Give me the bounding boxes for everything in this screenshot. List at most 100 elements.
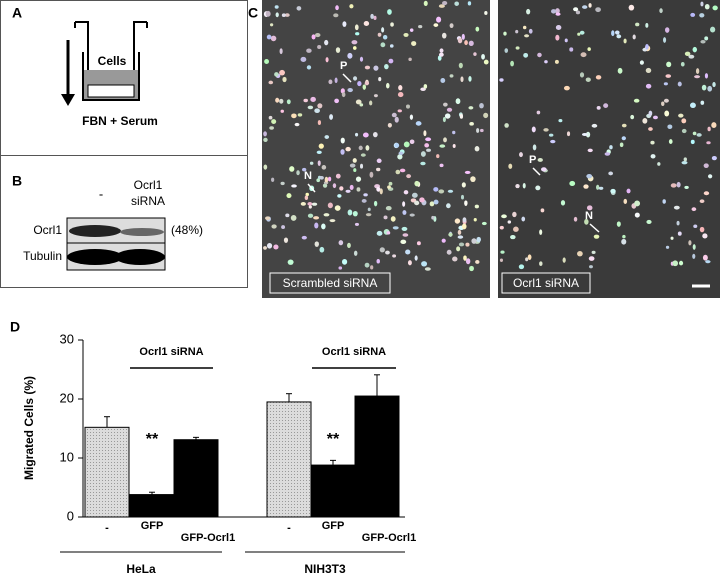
- nucleus: [341, 258, 348, 265]
- nucleus: [334, 77, 338, 83]
- nucleus: [668, 139, 673, 145]
- nucleus: [420, 87, 426, 92]
- panel-letter: B: [12, 173, 22, 189]
- nucleus: [648, 127, 653, 131]
- nucleus: [308, 205, 312, 209]
- marker-arrow: [342, 73, 352, 83]
- nucleus: [361, 199, 367, 203]
- nucleus: [274, 72, 279, 77]
- nucleus: [289, 166, 295, 172]
- nucleus: [623, 38, 627, 44]
- nucleus: [581, 132, 588, 136]
- marker: N: [585, 210, 593, 222]
- nucleus: [385, 205, 392, 211]
- nucleus: [524, 34, 530, 38]
- nucleus: [667, 124, 673, 130]
- nucleus: [470, 176, 476, 183]
- nucleus: [711, 156, 717, 161]
- nucleus: [332, 183, 337, 189]
- nucleus: [398, 85, 403, 91]
- nucleus: [296, 170, 300, 176]
- nucleus: [522, 182, 526, 189]
- nucleus: [452, 130, 456, 135]
- nucleus: [595, 75, 602, 80]
- bar: [266, 401, 312, 518]
- nucleus: [388, 58, 394, 64]
- nucleus: [324, 176, 329, 183]
- nucleus: [265, 216, 271, 221]
- nucleus: [323, 213, 330, 217]
- nucleus: [360, 153, 366, 157]
- nucleus: [364, 81, 370, 86]
- micrograph: [498, 0, 720, 298]
- nucleus: [577, 32, 581, 36]
- nucleus: [586, 174, 593, 179]
- nucleus: [475, 260, 480, 264]
- nucleus: [585, 77, 591, 82]
- nucleus: [284, 13, 290, 17]
- nucleus: [337, 194, 342, 198]
- nucleus: [376, 186, 381, 192]
- nucleus: [657, 162, 661, 166]
- nucleus: [433, 187, 439, 192]
- nucleus: [363, 21, 370, 26]
- nucleus: [702, 254, 708, 261]
- nucleus: [665, 74, 672, 78]
- nucleus: [407, 260, 412, 266]
- nucleus: [394, 116, 399, 123]
- nucleus: [441, 32, 447, 39]
- nucleus: [364, 65, 371, 70]
- nucleus: [677, 231, 682, 236]
- error-bar: [374, 374, 380, 397]
- nucleus: [593, 234, 600, 239]
- nucleus: [353, 250, 358, 256]
- nucleus: [626, 188, 631, 194]
- nucleus: [286, 193, 292, 199]
- nucleus: [673, 205, 680, 210]
- nucleus: [634, 212, 640, 218]
- nucleus: [588, 256, 595, 261]
- nucleus: [358, 145, 363, 151]
- nucleus: [699, 226, 705, 233]
- nucleus: [321, 165, 327, 170]
- nucleus: [555, 8, 560, 14]
- nucleus: [700, 39, 706, 44]
- nucleus: [462, 217, 467, 223]
- nucleus: [433, 23, 439, 27]
- nucleus: [347, 52, 353, 59]
- nucleus: [705, 260, 711, 264]
- error-bar: [286, 393, 292, 402]
- nucleus: [318, 143, 324, 149]
- nucleus: [555, 25, 562, 30]
- nucleus: [468, 106, 474, 110]
- nucleus: [266, 34, 272, 40]
- nucleus: [604, 152, 611, 156]
- nucleus: [390, 22, 394, 27]
- nucleus: [681, 118, 687, 124]
- nucleus: [438, 52, 444, 57]
- nucleus: [563, 85, 570, 91]
- nucleus: [279, 69, 285, 76]
- micrographs: [262, 0, 720, 298]
- nucleus: [263, 164, 268, 170]
- nucleus: [579, 72, 585, 78]
- nucleus: [706, 141, 711, 145]
- nucleus: [424, 143, 430, 148]
- nucleus: [455, 98, 461, 105]
- nucleus: [690, 139, 695, 145]
- nucleus: [700, 100, 705, 105]
- nucleus: [365, 145, 370, 151]
- nucleus: [279, 98, 284, 104]
- nucleus: [447, 189, 454, 193]
- nucleus: [400, 239, 407, 245]
- nucleus: [703, 163, 709, 169]
- y-tick-label: 0: [67, 508, 74, 523]
- nucleus: [460, 194, 464, 200]
- nucleus: [500, 250, 505, 254]
- nucleus: [456, 246, 461, 252]
- nucleus: [270, 35, 277, 42]
- nucleus: [265, 10, 271, 17]
- nucleus: [446, 107, 453, 112]
- nucleus: [334, 205, 341, 211]
- nucleus: [281, 225, 286, 229]
